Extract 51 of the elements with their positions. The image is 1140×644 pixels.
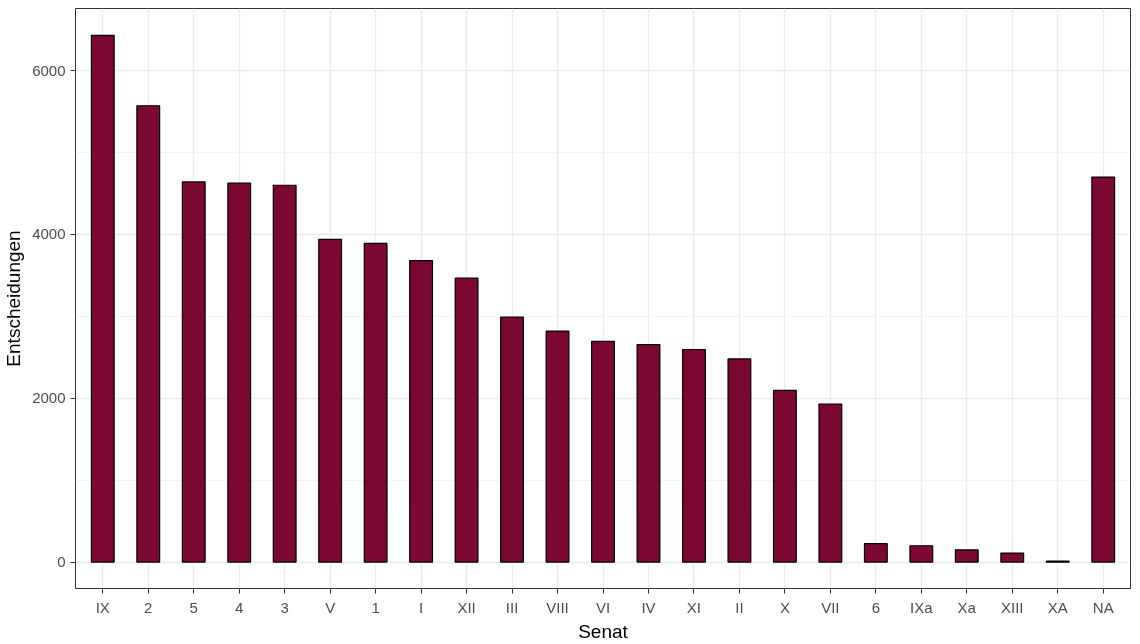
x-tick-label: XI [686, 598, 702, 616]
bar [772, 389, 797, 563]
x-tick-label: IX [95, 598, 110, 616]
bar [818, 403, 843, 563]
x-tick-label: 5 [189, 598, 198, 616]
bar [181, 181, 206, 563]
y-tick-label: 2000 [32, 389, 66, 407]
x-tick-label: II [735, 598, 744, 616]
bar [136, 105, 161, 563]
x-tick-label: IXa [910, 598, 934, 616]
bar [636, 343, 661, 563]
x-tick-label: 4 [235, 598, 244, 616]
x-axis-title: Senat [578, 620, 629, 642]
x-tick-label: I [419, 598, 424, 616]
x-tick-label: XA [1047, 598, 1068, 616]
bar [90, 34, 115, 563]
x-tick-label: NA [1092, 598, 1114, 616]
x-tick-label: XIII [1001, 598, 1024, 616]
bar [272, 184, 297, 563]
x-tick-label: V [325, 598, 336, 616]
y-axis-title: Entscheidungen [3, 230, 25, 367]
bar [409, 260, 434, 563]
bar [1000, 552, 1025, 563]
bar [863, 543, 888, 563]
bar [318, 238, 343, 563]
bar [1091, 176, 1116, 563]
x-tick-label: VIII [546, 598, 569, 616]
x-tick-label: 2 [144, 598, 153, 616]
x-tick-label: X [779, 598, 790, 616]
bar [954, 549, 979, 563]
x-tick-label: VII [821, 598, 840, 616]
bar [227, 182, 252, 563]
x-tick-label: Xa [957, 598, 977, 616]
x-tick-label: 6 [871, 598, 881, 616]
x-tick-label: 1 [371, 598, 380, 616]
x-tick-label: XII [457, 598, 476, 616]
x-tick-label: VI [595, 598, 611, 616]
y-tick-label: 6000 [32, 61, 66, 79]
bar [500, 316, 525, 563]
bar [909, 545, 934, 563]
x-tick-label: IV [641, 598, 656, 616]
bar [363, 242, 388, 563]
x-tick-label: 3 [280, 598, 289, 616]
bar [454, 277, 479, 563]
bar [681, 348, 706, 563]
y-tick-label: 0 [57, 553, 66, 571]
x-tick-label: III [505, 598, 519, 616]
bar [545, 330, 570, 563]
bar [591, 340, 615, 563]
y-tick-label: 4000 [32, 225, 66, 243]
bar [727, 358, 752, 563]
